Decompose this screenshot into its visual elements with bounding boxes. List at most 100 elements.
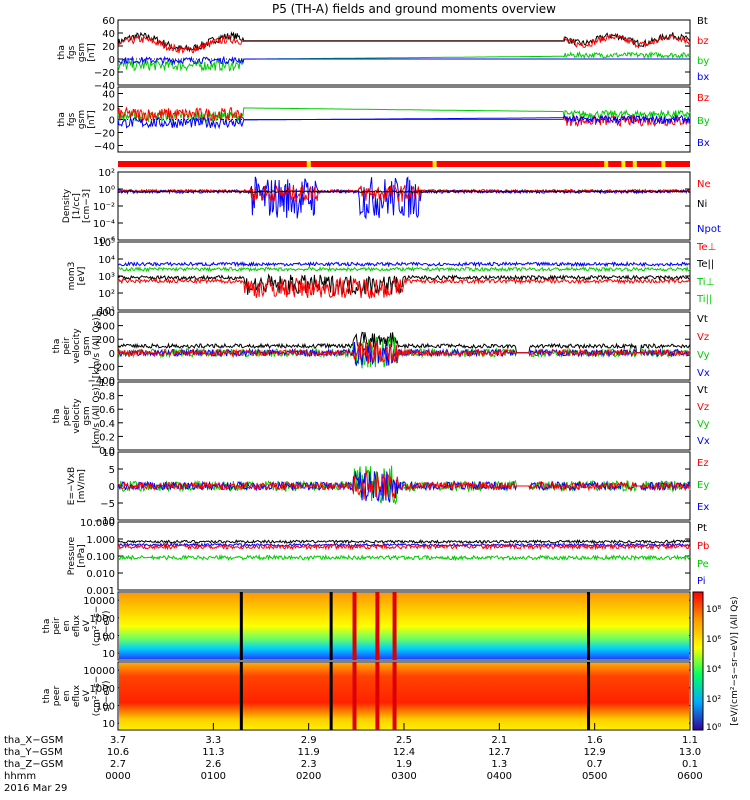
legend-Vx: Vx — [697, 368, 710, 379]
panel-efield: E=−VxB [mV/m] 10 5 0 −5 −10 Ez Ey Ex — [67, 448, 709, 527]
x-row-value: 13.0 — [679, 747, 701, 758]
y-tick-label: 10 — [102, 448, 115, 459]
mode-bar-mark — [621, 161, 626, 167]
series-Bx — [117, 113, 691, 130]
x-row-value: 2.6 — [205, 759, 221, 770]
y-tick-label: 1000 — [90, 684, 115, 695]
x-row-value: 0.7 — [587, 759, 603, 770]
data-gap — [587, 662, 591, 730]
mode-bar-mark — [661, 161, 666, 167]
legend-Vz: Vz — [697, 402, 709, 413]
colorbar: 10⁸ 10⁶ 10⁴ 10² 10⁰ [eV/(cm²−s−sr−eV)] (All Q… — [692, 591, 740, 733]
data-gap — [329, 592, 333, 660]
colorbar-label-text: [eV/(cm²−s−sr−eV)] (All Qs) — [730, 596, 740, 725]
y-axis-label-line: sr−eV) — [102, 680, 112, 711]
y-axis-label-line: [km/s (All Qs)] — [92, 314, 102, 378]
series-bz — [117, 33, 691, 55]
y-axis-label-line: tha — [57, 112, 67, 127]
y-axis-label-line: gsm — [82, 406, 92, 425]
y-axis-label-line: en — [62, 620, 72, 631]
legend-Ni: Ni — [697, 199, 707, 210]
legend-Bz: Bz — [697, 93, 709, 104]
y-tick-label: 0.8 — [99, 392, 115, 403]
y-tick-label: 10⁴ — [98, 255, 115, 266]
y-axis-label: Pressure [nPa] — [67, 536, 87, 575]
y-axis-label: tha peer velocity gsm [km/s (All Qs)] — [52, 384, 102, 448]
x-row-value: 10.6 — [107, 747, 129, 758]
intensity-burst — [352, 662, 357, 730]
mode-bar — [118, 161, 690, 167]
mode-bar-mark — [432, 161, 437, 167]
y-axis-label-line: tha — [42, 689, 52, 704]
intensity-burst — [375, 592, 380, 660]
y-tick-label: 0.6 — [99, 405, 115, 416]
y-tick-label: 10² — [98, 168, 115, 179]
y-tick-label: 0.010 — [86, 569, 115, 580]
y-tick-label: 10.000 — [80, 518, 115, 529]
y-tick-label: 0.001 — [86, 586, 115, 597]
panel-peir_velocity: tha peir velocity gsm [km/s (All Qs)]600 400 2… — [52, 308, 710, 387]
y-axis-label: mom3 [eV] — [67, 262, 87, 291]
y-tick-label: 0 — [109, 349, 115, 360]
colorbar-tick-label: 10⁴ — [706, 665, 721, 675]
y-tick-label: 20 — [102, 103, 115, 114]
y-tick-label: 0 — [109, 116, 115, 127]
series-Vz — [117, 341, 691, 364]
x-row-value: 1.3 — [491, 759, 507, 770]
series-Ez — [117, 469, 691, 500]
legend-Ey: Ey — [697, 480, 709, 491]
x-row-value: 0400 — [487, 771, 512, 782]
x-row-value: 0200 — [296, 771, 321, 782]
y-tick-label: 40 — [102, 90, 115, 101]
y-axis-label-line: [cm−3] — [82, 189, 92, 223]
legend-Ti⊥: Ti⊥ — [696, 277, 714, 288]
x-row-value: 0600 — [677, 771, 702, 782]
y-axis-label-line: fgs — [67, 45, 77, 59]
y-tick-label: 0 — [109, 55, 115, 66]
panel-fgs_gsm_components: tha fgs gsm [nT] 40 20 0 −20 −40 Bz By Bx — [57, 86, 710, 153]
legend-Te||: Te|| — [696, 259, 714, 270]
x-row-value: 2.7 — [110, 759, 126, 770]
y-tick-label: 100 — [96, 702, 115, 713]
data-gap — [587, 592, 591, 660]
panel-frame — [117, 381, 691, 451]
y-tick-label: 10³ — [98, 272, 115, 283]
intensity-burst — [392, 592, 397, 660]
series-by — [117, 50, 691, 73]
colorbar-label: [eV/(cm²−s−sr−eV)] (All Qs) — [730, 596, 740, 725]
x-row-value: 1.6 — [587, 735, 603, 746]
legend-by: by — [697, 56, 709, 67]
x-row-value: 0000 — [105, 771, 130, 782]
x-row-value: 0300 — [391, 771, 416, 782]
intensity-burst — [392, 662, 397, 730]
colorbar-tick-label: 10⁸ — [706, 605, 721, 615]
y-axis-label-line: [mV/m] — [77, 469, 87, 503]
mode-bar-mark — [632, 161, 637, 167]
colorbar-tick-label: 10² — [706, 695, 721, 705]
x-row-value: 12.7 — [488, 747, 510, 758]
y-tick-label: −40 — [94, 142, 115, 153]
intensity-burst — [375, 662, 380, 730]
y-tick-label: 20 — [102, 42, 115, 53]
y-tick-label: 200 — [96, 335, 115, 346]
legend-Ti||: Ti|| — [696, 294, 712, 305]
figure-title: P5 (TH-A) fields and ground moments over… — [272, 2, 556, 16]
y-axis-label-line: [1/cc] — [72, 193, 82, 219]
panel-peir_en_eflux: tha peir en eflux eV (cm²−s− sr−eV)10000100010… — [42, 591, 691, 661]
legend-Pb: Pb — [697, 541, 709, 552]
series-bx — [117, 55, 690, 66]
y-tick-label: −400 — [88, 376, 115, 387]
legend-Bt: Bt — [697, 16, 708, 27]
y-tick-label: 10⁵ — [98, 238, 115, 249]
y-tick-label: 0 — [109, 482, 115, 493]
y-tick-label: 0.0 — [99, 446, 115, 457]
x-row-label: hhmm — [4, 771, 36, 782]
y-tick-label: −200 — [88, 362, 115, 373]
y-axis-label-line: gsm — [77, 43, 87, 62]
legend-Bx: Bx — [697, 138, 710, 149]
y-axis-label-line: eV — [82, 619, 92, 632]
series-Vt — [117, 331, 691, 354]
panel-frame — [117, 19, 691, 86]
